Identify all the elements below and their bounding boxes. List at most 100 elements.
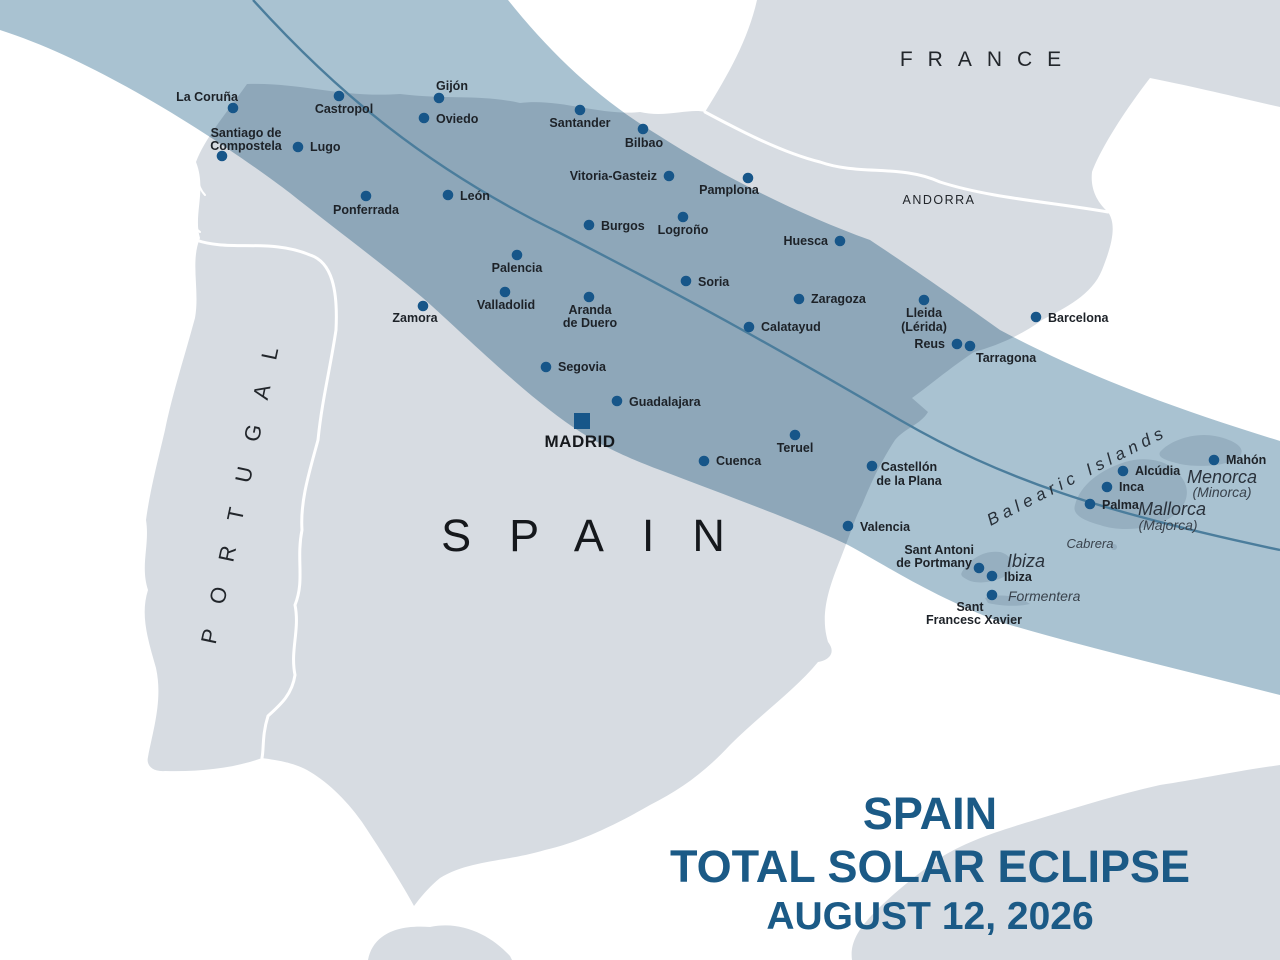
- city-label: de la Plana: [876, 474, 942, 488]
- capital-square-marker: [574, 413, 590, 429]
- city-dot: [973, 562, 985, 574]
- city-label: Sant Antoni: [904, 543, 974, 557]
- city-dot: [417, 300, 429, 312]
- city-dot: [918, 294, 930, 306]
- city-segovia: Segovia: [540, 360, 607, 374]
- city-castellon-de-la-plana: Castellón de la Plana: [866, 460, 943, 488]
- city-la-coruna: La Coruña: [176, 90, 239, 114]
- city-oviedo: Oviedo: [418, 112, 479, 126]
- city-label: Oviedo: [436, 112, 479, 126]
- capital-label: MADRID: [545, 432, 616, 451]
- city-label: Valladolid: [477, 298, 535, 312]
- city-alcudia: Alcúdia: [1117, 464, 1181, 478]
- city-dot: [540, 361, 552, 373]
- city-dot: [964, 340, 976, 352]
- title-line-2: TOTAL SOLAR ECLIPSE: [670, 841, 1190, 892]
- city-label: Soria: [698, 275, 730, 289]
- city-dot: [834, 235, 846, 247]
- city-dot: [333, 90, 345, 102]
- city-dot: [1030, 311, 1042, 323]
- island-label-mallorca: Mallorca: [1138, 499, 1206, 519]
- city-label: Castropol: [315, 102, 373, 116]
- island-sublabel-majorca: (Majorca): [1138, 517, 1197, 533]
- city-label: Palma: [1102, 498, 1140, 512]
- city-dot: [216, 150, 228, 162]
- france-landmass: [705, 0, 1280, 212]
- city-dot: [1101, 481, 1113, 493]
- city-dot: [742, 172, 754, 184]
- city-valencia: Valencia: [842, 520, 911, 534]
- city-dot: [698, 455, 710, 467]
- city-dot: [574, 104, 586, 116]
- city-label: Logroño: [658, 223, 709, 237]
- city-palma: Palma: [1084, 498, 1140, 512]
- city-label: Valencia: [860, 520, 911, 534]
- city-label: Lleida: [906, 306, 943, 320]
- city-barcelona: Barcelona: [1030, 311, 1109, 325]
- city-label: de Duero: [563, 316, 618, 330]
- city-castropol: Castropol: [315, 90, 373, 116]
- island-sublabel-minorca: (Minorca): [1192, 484, 1251, 500]
- city-dot: [583, 219, 595, 231]
- france-spain-border: [703, 110, 1110, 214]
- city-dot: [951, 338, 963, 350]
- city-label: Palencia: [492, 261, 544, 275]
- city-aranda-de-duero: Aranda de Duero: [563, 291, 618, 330]
- city-ibiza: Ibiza: [986, 570, 1033, 584]
- city-label: Zaragoza: [811, 292, 867, 306]
- city-guadalajara: Guadalajara: [611, 395, 702, 409]
- city-label: Aranda: [568, 303, 612, 317]
- city-sant-antoni-de-portmany: Sant Antoni de Portmany: [896, 543, 985, 574]
- island-label-ibiza: Ibiza: [1007, 551, 1045, 571]
- city-zamora: Zamora: [392, 300, 439, 325]
- city-sant-francesc-xavier: Sant Francesc Xavier: [926, 589, 1022, 627]
- title-line-1: SPAIN: [863, 788, 997, 839]
- portugal-spain-border: [194, 238, 338, 760]
- city-dot: [789, 429, 801, 441]
- city-dot: [511, 249, 523, 261]
- city-tarragona: Tarragona: [964, 340, 1037, 365]
- city-dot: [418, 112, 430, 124]
- map-title: SPAIN TOTAL SOLAR ECLIPSE AUGUST 12, 202…: [670, 788, 1190, 938]
- city-dot: [360, 190, 372, 202]
- city-palencia: Palencia: [492, 249, 544, 275]
- city-label: Vitoria-Gasteiz: [570, 169, 657, 183]
- city-lleida: Lleida (Lérida): [901, 294, 947, 334]
- city-dot: [866, 460, 878, 472]
- city-dot: [986, 570, 998, 582]
- city-inca: Inca: [1101, 480, 1145, 494]
- city-label: Tarragona: [976, 351, 1037, 365]
- city-label: León: [460, 189, 490, 203]
- city-dot: [986, 589, 998, 601]
- city-valladolid: Valladolid: [477, 286, 535, 312]
- city-dot: [611, 395, 623, 407]
- city-mahon: Mahón: [1208, 453, 1266, 467]
- city-dot: [1208, 454, 1220, 466]
- city-dot: [743, 321, 755, 333]
- city-logrono: Logroño: [658, 211, 709, 237]
- city-label: Lugo: [310, 140, 341, 154]
- city-label: Teruel: [777, 441, 814, 455]
- eclipse-center-line: [252, 0, 1280, 552]
- city-label: Francesc Xavier: [926, 613, 1022, 627]
- city-label: Barcelona: [1048, 311, 1109, 325]
- city-label: Burgos: [601, 219, 645, 233]
- city-label: Mahón: [1226, 453, 1266, 467]
- city-reus: Reus: [914, 337, 963, 351]
- city-label: Pamplona: [699, 183, 760, 197]
- city-leon: León: [442, 189, 490, 203]
- city-lugo: Lugo: [292, 140, 341, 154]
- city-label: Ibiza: [1004, 570, 1033, 584]
- city-label: Santander: [549, 116, 610, 130]
- city-label: Sant: [956, 600, 984, 614]
- city-dot: [842, 520, 854, 532]
- city-label: Segovia: [558, 360, 607, 374]
- city-vitoria-gasteiz: Vitoria-Gasteiz: [570, 169, 675, 183]
- region-label-france: FRANCE: [900, 48, 1076, 71]
- city-label: Guadalajara: [629, 395, 702, 409]
- city-calatayud: Calatayud: [743, 320, 821, 334]
- city-gijon: Gijón: [433, 79, 468, 104]
- city-label: Compostela: [210, 139, 283, 153]
- city-dot: [499, 286, 511, 298]
